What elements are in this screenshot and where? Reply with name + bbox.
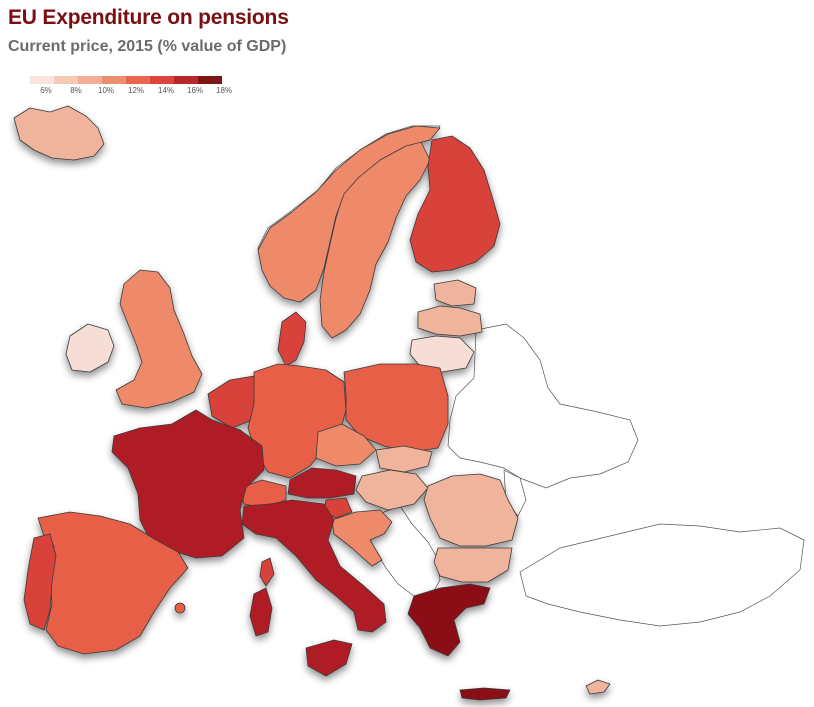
country-latvia[interactable] (417, 305, 483, 337)
country-sardinia[interactable] (249, 587, 273, 637)
legend-tick: 18% (215, 86, 233, 95)
legend-swatch-3 (78, 76, 102, 84)
country-austria[interactable] (287, 467, 357, 499)
legend-swatch-4 (102, 76, 126, 84)
country-switzerland[interactable] (239, 479, 287, 509)
legend-swatch-7 (174, 76, 198, 84)
country-romania[interactable] (423, 473, 519, 547)
legend-swatch-8 (198, 76, 222, 84)
legend-tick: 6% (40, 86, 52, 95)
legend-tick: 8% (70, 86, 82, 95)
legend-swatch-1 (30, 76, 54, 84)
country-hungary[interactable] (355, 469, 429, 511)
country-uk[interactable] (115, 269, 203, 409)
legend-tick: 14% (157, 86, 175, 95)
country-poland[interactable] (343, 363, 449, 453)
legend-swatch-2 (54, 76, 78, 84)
country-estonia[interactable] (433, 279, 477, 307)
legend: 6% 8% 10% 12% 14% 16% 18% (30, 76, 233, 100)
country-denmark[interactable] (277, 311, 307, 367)
country-italy[interactable] (241, 499, 387, 633)
country-corsica[interactable] (259, 557, 275, 587)
map-subtitle: Current price, 2015 (% value of GDP) (8, 38, 287, 55)
country-norway-colored[interactable] (257, 125, 441, 303)
country-ireland[interactable] (65, 323, 115, 373)
country-greece[interactable] (407, 583, 491, 657)
country-lithuania[interactable] (409, 335, 475, 373)
map-title: EU Expenditure on pensions (8, 6, 289, 29)
legend-swatch-6 (150, 76, 174, 84)
legend-tick: 12% (127, 86, 145, 95)
country-bulgaria[interactable] (433, 547, 513, 583)
country-belarus-ukraine-russia[interactable] (447, 323, 639, 489)
country-turkey[interactable] (519, 523, 805, 627)
country-slovakia[interactable] (375, 445, 433, 473)
country-croatia[interactable] (331, 509, 393, 567)
country-cyprus[interactable] (585, 679, 611, 695)
country-finland[interactable] (409, 135, 501, 273)
country-malta[interactable] (174, 602, 186, 614)
country-czechia[interactable] (315, 423, 377, 467)
country-iceland[interactable] (13, 105, 105, 161)
legend-tick: 16% (186, 86, 204, 95)
legend-color-scale (30, 76, 222, 84)
legend-tick: 10% (97, 86, 115, 95)
country-sicily[interactable] (305, 639, 353, 677)
eu-countries (13, 105, 611, 701)
country-crete[interactable] (459, 687, 511, 701)
country-portugal[interactable] (23, 533, 57, 631)
legend-swatch-5 (126, 76, 150, 84)
